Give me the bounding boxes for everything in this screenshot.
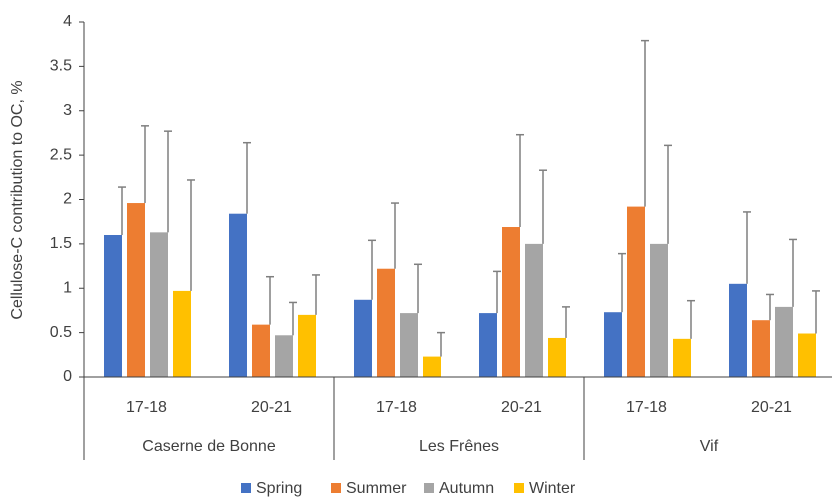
bar — [275, 335, 293, 377]
bar — [479, 313, 497, 377]
bar — [673, 338, 691, 377]
x-tick-label: 20-21 — [501, 399, 542, 416]
bar — [729, 283, 747, 377]
bar — [650, 243, 668, 377]
bar — [127, 203, 145, 377]
legend-swatch — [514, 483, 524, 493]
bar — [752, 320, 770, 377]
bar — [423, 356, 441, 377]
x-tick-label: 20-21 — [251, 399, 292, 416]
bar — [377, 268, 395, 377]
bar — [150, 232, 168, 377]
x-tick-label: 17-18 — [626, 399, 667, 416]
legend-label: Autumn — [439, 480, 494, 497]
y-tick-label: 0.5 — [50, 324, 72, 341]
legend-swatch — [241, 483, 251, 493]
y-tick-label: 1.5 — [50, 235, 72, 252]
bar — [229, 213, 247, 377]
y-tick-label: 2 — [63, 191, 72, 208]
bar — [798, 333, 816, 377]
y-axis-label: Cellulose-C contribution to OC, % — [9, 80, 26, 319]
y-tick-label: 4 — [63, 13, 72, 30]
bar — [775, 306, 793, 377]
bar — [627, 206, 645, 377]
x-tick-label: 17-18 — [376, 399, 417, 416]
y-tick-label: 3 — [63, 102, 72, 119]
group-label: Vif — [700, 438, 719, 455]
legend-label: Winter — [529, 480, 576, 497]
bar — [525, 243, 543, 377]
bar — [354, 299, 372, 377]
legend-swatch — [424, 483, 434, 493]
bar — [502, 227, 520, 377]
bar — [604, 312, 622, 377]
legend-label: Spring — [256, 480, 302, 497]
y-tick-label: 0 — [63, 368, 72, 385]
group-label: Caserne de Bonne — [142, 438, 276, 455]
x-tick-label: 17-18 — [126, 399, 167, 416]
group-label: Les Frênes — [419, 438, 499, 455]
bar — [104, 235, 122, 377]
x-tick-label: 20-21 — [751, 399, 792, 416]
y-tick-label: 2.5 — [50, 146, 72, 163]
bar — [173, 290, 191, 377]
bar — [400, 313, 418, 377]
bar — [252, 324, 270, 377]
legend-label: Summer — [346, 480, 407, 497]
legend-swatch — [331, 483, 341, 493]
bar — [298, 314, 316, 377]
y-tick-label: 3.5 — [50, 58, 72, 75]
bar — [548, 337, 566, 377]
y-tick-label: 1 — [63, 279, 72, 296]
